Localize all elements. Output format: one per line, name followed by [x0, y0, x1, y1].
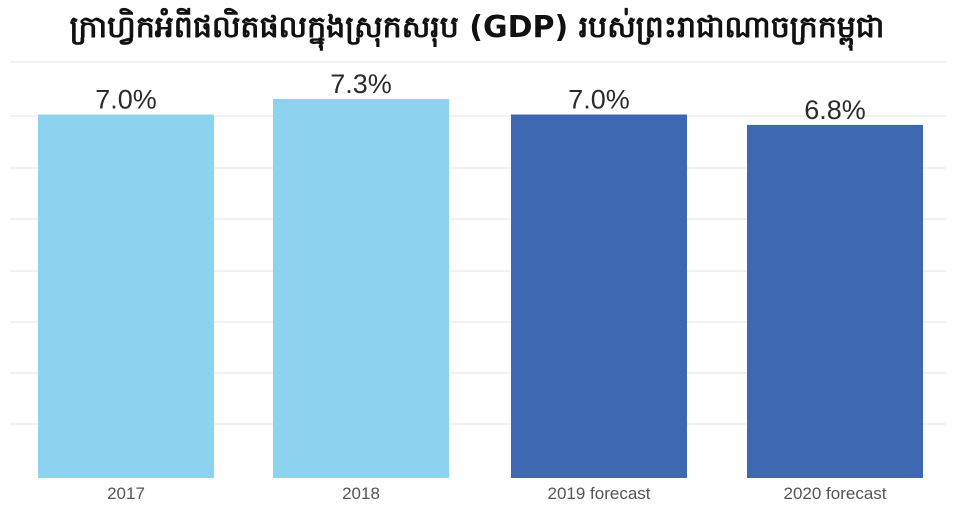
x-tick-label: 2017	[107, 484, 145, 503]
data-label: 7.3%	[330, 69, 392, 99]
x-tick-label: 2020 forecast	[783, 484, 886, 503]
bar	[273, 98, 449, 479]
x-tick-label: 2018	[342, 484, 380, 503]
bar	[38, 114, 214, 479]
data-label: 7.0%	[95, 85, 157, 115]
bar	[511, 114, 687, 479]
bars	[38, 98, 923, 479]
x-tick-label: 2019 forecast	[547, 484, 650, 503]
data-labels: 7.0% 7.3% 7.0% 6.8%	[95, 69, 866, 125]
chart-title: ក្រាហ្វិកអំពីផលិតផលក្នុងស្រុកសរុប (GDP) …	[69, 10, 885, 45]
bar	[747, 124, 923, 478]
data-label: 7.0%	[568, 85, 630, 115]
data-label: 6.8%	[804, 95, 866, 125]
x-axis-tick-labels: 2017 2018 2019 forecast 2020 forecast	[107, 484, 887, 503]
